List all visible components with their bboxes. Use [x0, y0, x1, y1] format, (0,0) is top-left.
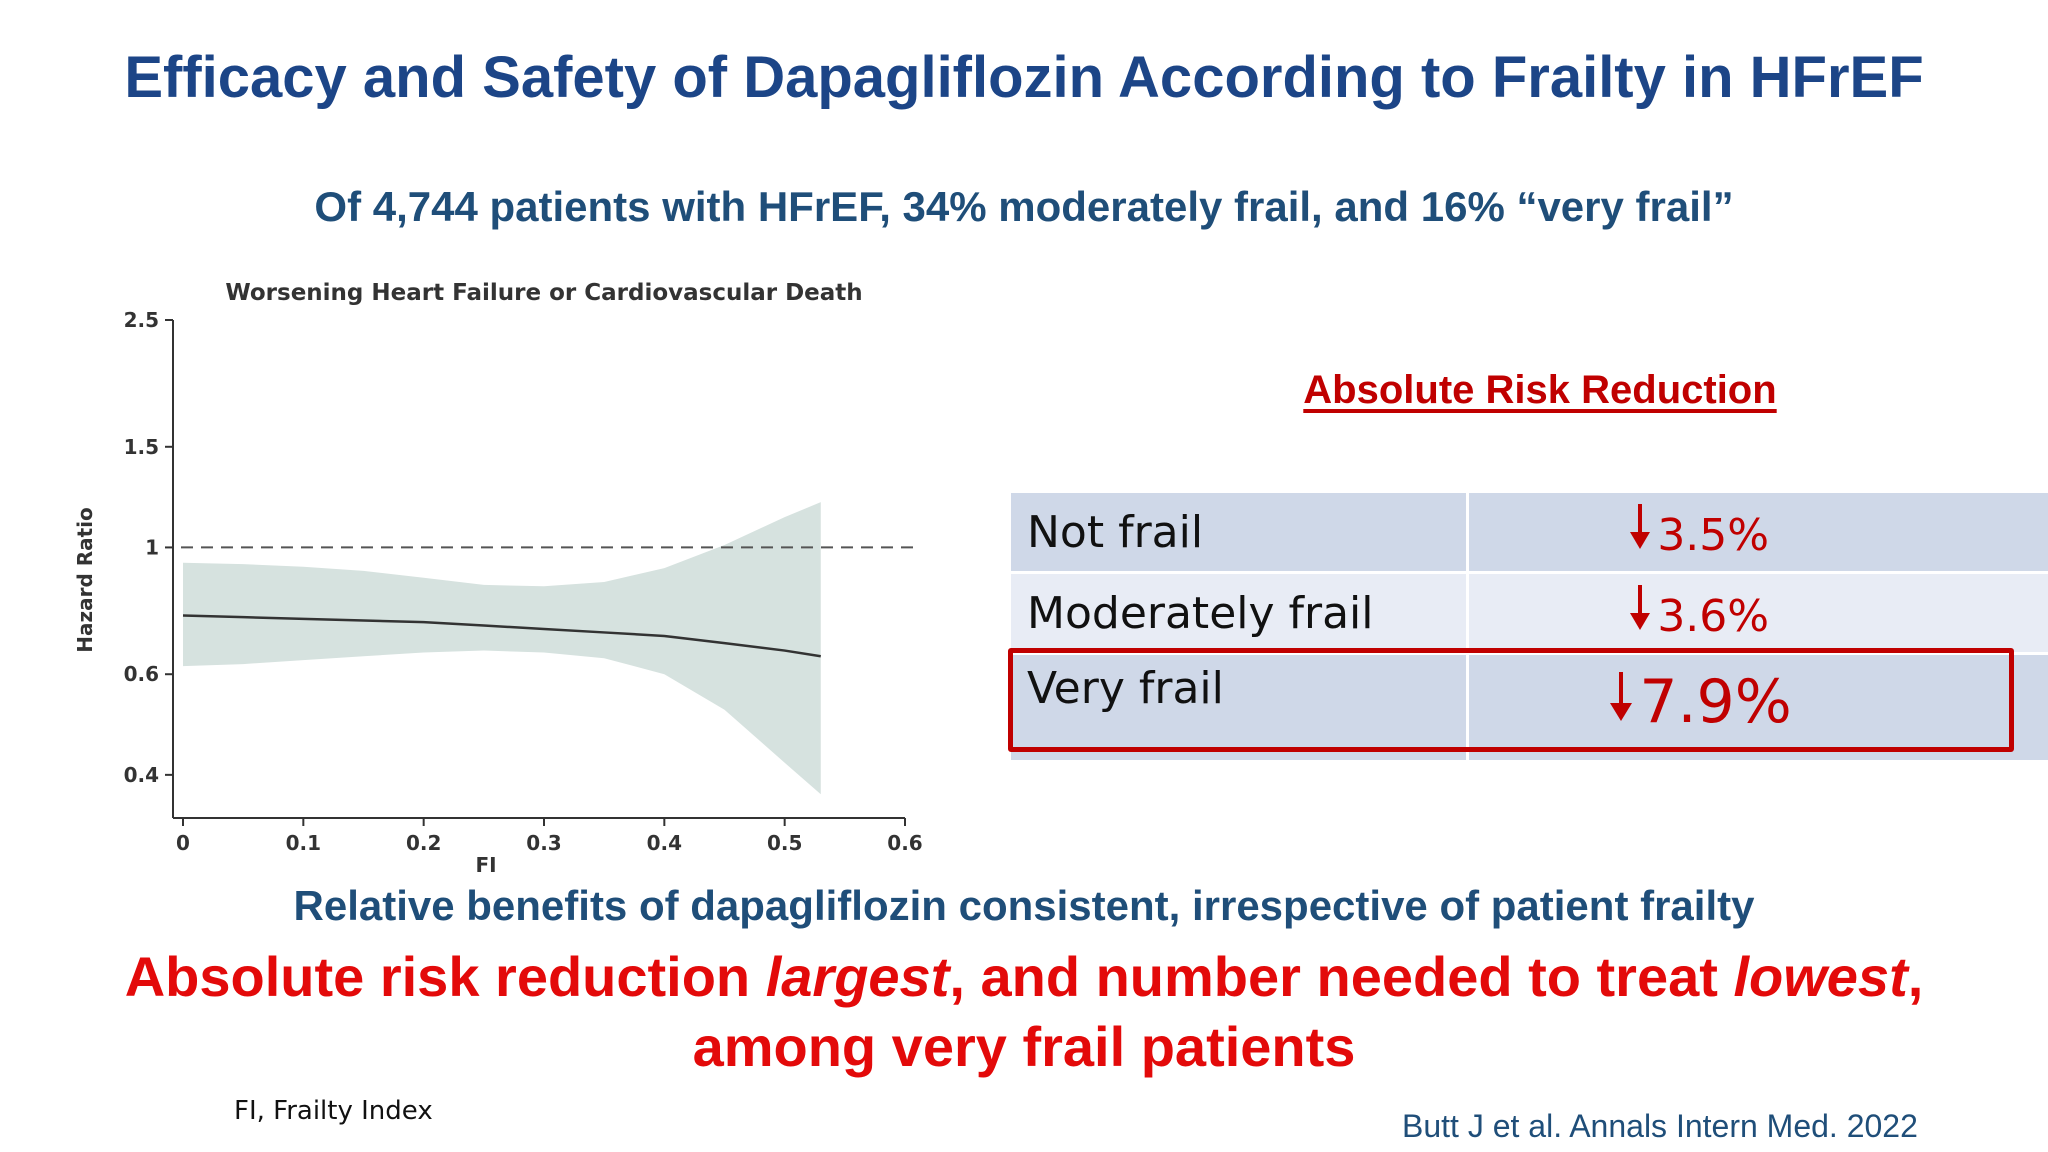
row-value-cell: 3.6%: [1469, 574, 2048, 655]
row-label: Very frail: [1011, 655, 1470, 760]
slide-subtitle: Of 4,744 patients with HFrEF, 34% modera…: [314, 183, 1734, 230]
conclusion-text: Absolute risk reduction: [124, 945, 766, 1008]
table-row: Not frail 3.5%: [1011, 493, 2048, 574]
x-tick-label: 0.6: [887, 831, 922, 855]
hazard-ratio-line: [182, 614, 821, 658]
down-arrow-icon: [1629, 503, 1651, 561]
table-row-highlighted: Very frail 7.9%: [1011, 655, 2048, 760]
plot-area: 0.4 0.6 1 1.5 2.5 0 0.1 0.2 0.3 0.4 0.5 0.6: [124, 308, 923, 855]
x-tick-label: 0.1: [286, 831, 321, 855]
x-tick-label: 0.3: [526, 831, 561, 855]
conclusion-emphasis: largest: [765, 945, 950, 1008]
consistency-note: Relative benefits of dapagliflozin consi…: [293, 882, 1755, 929]
x-axis-label: FI: [475, 853, 496, 877]
footnote: FI, Frailty Index: [234, 1096, 433, 1126]
table-row: Moderately frail 3.6%: [1011, 574, 2048, 655]
citation: Butt J et al. Annals Intern Med. 2022: [1402, 1108, 1918, 1144]
x-tick-label: 0.4: [647, 831, 682, 855]
row-value-cell: 7.9%: [1469, 655, 2048, 760]
row-value-cell: 3.5%: [1469, 493, 2048, 574]
conclusion-emphasis: lowest: [1733, 945, 1908, 1008]
down-arrow-icon: [1629, 584, 1651, 642]
row-label: Not frail: [1011, 493, 1470, 574]
row-label: Moderately frail: [1011, 574, 1470, 655]
row-value: 7.9%: [1639, 667, 1792, 737]
conclusion-text: , and number needed to treat: [949, 945, 1734, 1008]
conclusion-text: among very frail patients: [692, 1015, 1356, 1078]
very-frail-highlight-box: [1008, 648, 2014, 752]
conclusion-text: ,: [1907, 945, 1924, 1008]
x-tick-label: 0: [176, 831, 190, 855]
arr-conclusion: Absolute risk reduction largest, and num…: [0, 942, 2048, 1082]
row-value: 3.6%: [1657, 590, 1770, 642]
down-arrow-icon: [1609, 667, 1633, 737]
y-tick-label: 0.4: [124, 763, 159, 787]
y-tick-label: 0.6: [124, 662, 159, 686]
row-value: 3.5%: [1657, 509, 1770, 561]
x-tick-label: 0.5: [767, 831, 802, 855]
confidence-band: [183, 502, 821, 795]
y-axis-label: Hazard Ratio: [73, 507, 97, 653]
slide-title: Efficacy and Safety of Dapagliflozin Acc…: [124, 45, 1924, 110]
chart-title: Worsening Heart Failure or Cardiovascula…: [225, 280, 862, 306]
x-tick-label: 0.2: [406, 831, 441, 855]
y-tick-label: 2.5: [124, 308, 159, 332]
hazard-ratio-chart: Worsening Heart Failure or Cardiovascula…: [73, 280, 923, 877]
y-tick-label: 1: [145, 535, 159, 559]
y-tick-label: 1.5: [124, 435, 159, 459]
arr-heading: Absolute Risk Reduction: [1303, 368, 1777, 412]
arr-table: Not frail 3.5% Moderately frail 3.6% Ver…: [1011, 493, 2048, 760]
